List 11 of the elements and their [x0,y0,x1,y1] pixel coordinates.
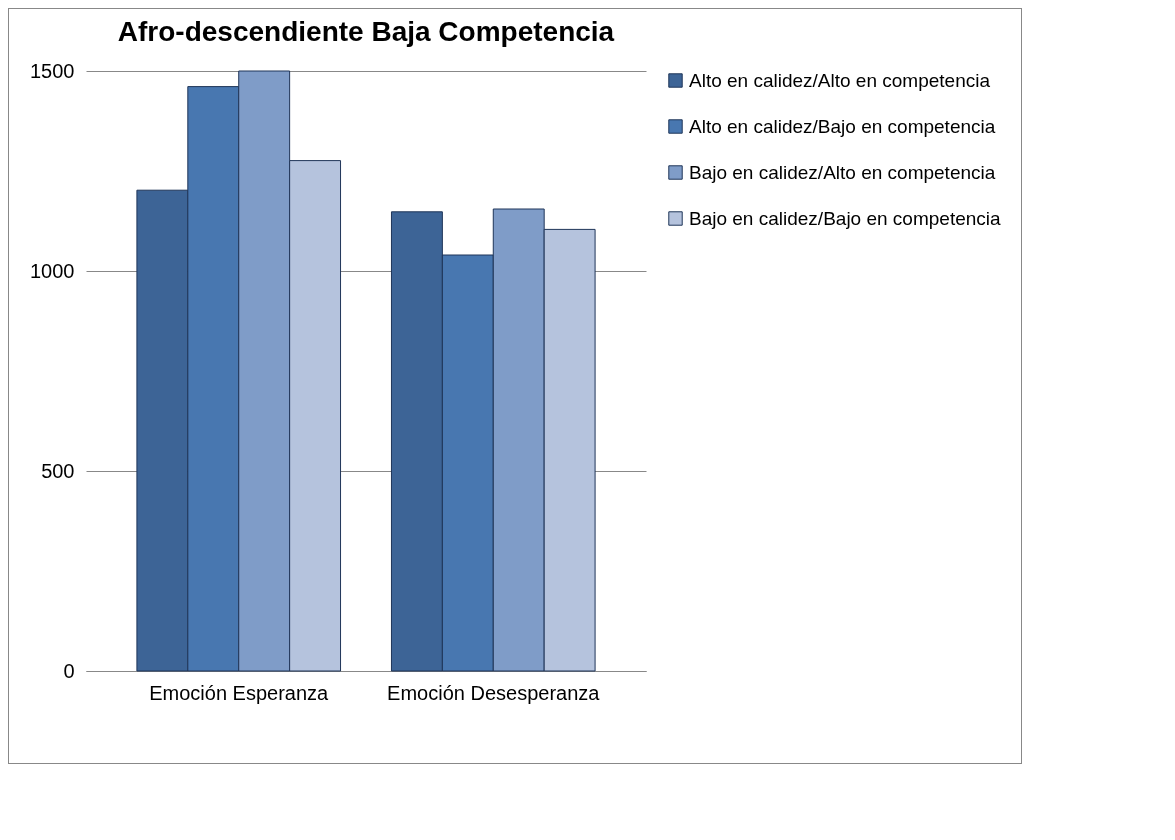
y-tick-label: 1500 [30,59,75,82]
legend-label: Bajo en calidez/Bajo en competencia [689,207,1002,229]
chart-title: Afro-descendiente Baja Competencia [117,16,615,47]
y-tick-label: 1000 [30,259,75,282]
legend-label: Alto en calidez/Bajo en competencia [689,115,996,137]
y-tick-label: 500 [41,459,75,482]
x-tick-label: Emoción Esperanza [149,681,330,704]
legend-label: Alto en calidez/Alto en competencia [689,69,991,91]
y-tick-label: 0 [63,659,75,682]
legend-label: Bajo en calidez/Alto en competencia [689,161,996,183]
x-tick-label: Emoción Desesperanza [387,681,601,704]
